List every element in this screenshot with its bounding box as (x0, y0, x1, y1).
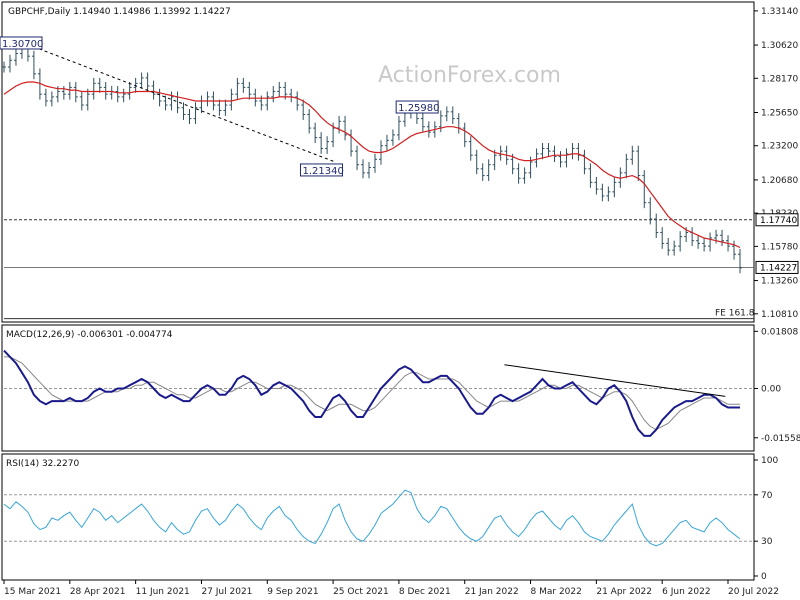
macd-signal-line (4, 356, 740, 431)
x-axis: 15 Mar 2021 28 Apr 2021 11 Jun 2021 27 Jul … (3, 580, 779, 597)
x-tick-label: 8 Mar 2022 (531, 587, 582, 597)
price-tag-box (755, 213, 799, 227)
ma-line (3, 81, 741, 249)
macd-main-line (3, 349, 740, 437)
price-tick-label: 1.15780 (761, 242, 798, 252)
x-tick-label: 21 Jan 2022 (465, 587, 519, 597)
rsi-tick-label: 100 (761, 456, 778, 466)
x-tick-label: 21 Apr 2022 (596, 587, 652, 597)
price-tick-label: 1.20680 (761, 176, 798, 186)
price-tick-label: 1.28170 (761, 74, 798, 84)
price-axis-tag: 1.14227 (755, 260, 799, 274)
price-annotations: 1.30700 1.21340 1.25980 1.17740 1.14227 (0, 36, 799, 274)
macd-tick-label: -0.01558 (761, 434, 800, 444)
price-annotation-tag: 1.21340 (299, 163, 344, 177)
rsi-tick-label: 70 (761, 491, 773, 501)
moving-average (3, 81, 741, 249)
rsi-label: RSI(14) 32.2270 (6, 459, 79, 469)
x-tick-label: 25 Oct 2021 (333, 587, 389, 597)
rsi-panel-frame (1, 453, 755, 581)
rsi-y-axis: 100 70 30 0 (754, 456, 778, 582)
fe-label: FE 161.8 (715, 309, 755, 319)
rsi-line (3, 489, 741, 547)
price-tick-label: 1.13260 (761, 277, 798, 287)
price-annotation-tag: 1.30700 (0, 36, 43, 50)
price-tick-label: 1.33140 (761, 7, 798, 17)
annotation-label: 1.30700 (2, 39, 43, 50)
annotation-label: 1.25980 (398, 103, 439, 114)
macd-series (3, 349, 754, 437)
x-tick-label: 9 Sep 2021 (267, 587, 318, 597)
macd-label: MACD(12,26,9) -0.006301 -0.004774 (6, 330, 173, 340)
x-tick-label: 6 Jun 2022 (662, 587, 710, 597)
macd-tick-label: 0.01808 (761, 327, 798, 337)
price-tick-label: 1.25650 (761, 108, 798, 118)
price-tag-label: 1.14227 (760, 263, 797, 273)
x-tick-label: 11 Jun 2021 (136, 587, 190, 597)
macd-y-axis: 0.01808 0.00 -0.01558 (754, 327, 800, 444)
x-tick-label: 15 Mar 2021 (4, 587, 61, 597)
price-tick-label: 1.10810 (761, 310, 798, 320)
x-tick-label: 27 Jul 2021 (201, 587, 252, 597)
price-panel-frame (1, 1, 755, 323)
macd-trendline (504, 364, 726, 397)
price-annotation-tag: 1.25980 (395, 100, 440, 114)
price-tag-label: 1.17740 (760, 216, 797, 226)
watermark: ActionForex.com (378, 63, 561, 88)
annotation-box (299, 163, 343, 177)
rsi-tick-label: 0 (761, 572, 767, 582)
price-tag-box (755, 260, 799, 274)
rsi-series (3, 489, 754, 547)
annotation-box (0, 36, 43, 50)
x-tick-label: 8 Dec 2021 (399, 587, 451, 597)
x-tick-label: 20 Jul 2022 (728, 587, 779, 597)
x-tick-label: 28 Apr 2021 (70, 587, 126, 597)
macd-tick-label: 0.00 (761, 385, 781, 395)
annotation-box (395, 100, 439, 114)
price-series (2, 41, 742, 274)
price-tick-label: 1.30620 (761, 41, 798, 51)
annotation-label: 1.21340 (302, 166, 343, 177)
price-axis-tag: 1.17740 (755, 213, 799, 227)
chart-header: GBPCHF,Daily 1.14940 1.14986 1.13992 1.1… (8, 7, 231, 17)
price-gridlines: FE 161.8 (4, 219, 755, 320)
price-tick-label: 1.23200 (761, 142, 798, 152)
downtrend-line (33, 46, 336, 163)
rsi-tick-label: 30 (761, 537, 773, 547)
